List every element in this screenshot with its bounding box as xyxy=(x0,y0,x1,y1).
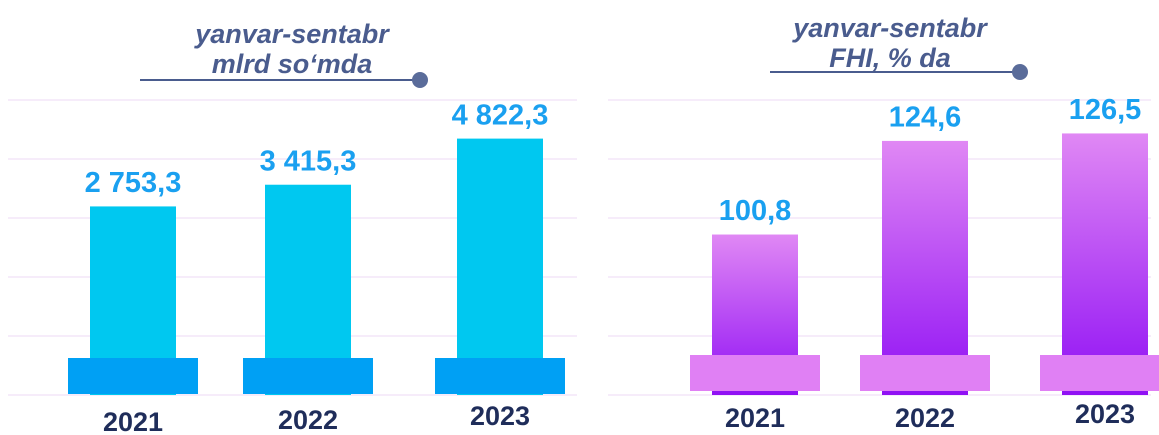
value-label: 2 753,3 xyxy=(85,167,182,199)
x-tick-label: 2022 xyxy=(895,403,955,433)
chart-title: yanvar-sentabr xyxy=(791,13,988,43)
bar-pedestal xyxy=(1040,355,1159,391)
value-label: 4 822,3 xyxy=(452,99,549,131)
x-tick-label: 2021 xyxy=(103,407,163,435)
bar xyxy=(1062,133,1148,395)
title-dot xyxy=(412,72,428,88)
x-tick-label: 2021 xyxy=(725,403,785,433)
bar-pedestal xyxy=(68,358,198,394)
bar xyxy=(457,138,543,395)
chart-title: FHI, % da xyxy=(829,43,951,73)
value-label: 3 415,3 xyxy=(260,145,357,177)
bar xyxy=(882,140,968,395)
value-label: 126,5 xyxy=(1069,94,1142,126)
title-dot xyxy=(1012,64,1028,80)
chart-title: mlrd so‘mda xyxy=(212,49,373,79)
value-label: 124,6 xyxy=(889,102,962,134)
value-label: 100,8 xyxy=(719,195,792,227)
bar-pedestal xyxy=(243,358,373,394)
bar-pedestal xyxy=(860,355,990,391)
bar-pedestal xyxy=(690,355,820,391)
x-tick-label: 2023 xyxy=(470,401,530,431)
x-tick-label: 2022 xyxy=(278,405,338,435)
chart-title: yanvar-sentabr xyxy=(193,19,390,49)
x-tick-label: 2023 xyxy=(1075,399,1135,429)
bar-pedestal xyxy=(435,358,565,394)
